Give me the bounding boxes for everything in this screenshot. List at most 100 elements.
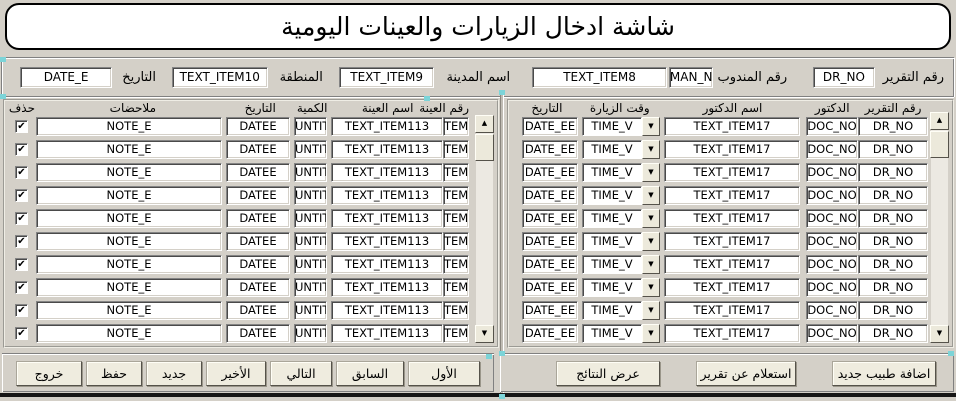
visit-doctor-name-field[interactable]: TEXT_ITEM17 <box>664 116 800 136</box>
dropdown-arrow-icon[interactable]: ▼ <box>642 254 660 274</box>
scroll-down-icon[interactable]: ▼ <box>475 325 494 343</box>
delete-checkbox[interactable]: ✔ <box>15 142 28 156</box>
dropdown-arrow-icon[interactable]: ▼ <box>642 231 660 251</box>
dropdown-arrow-icon[interactable]: ▼ <box>642 162 660 182</box>
sample-date-field[interactable]: DATEE <box>226 323 290 343</box>
dropdown-arrow-icon[interactable]: ▼ <box>642 185 660 205</box>
visit-time-combobox[interactable]: TIME_V ▼ <box>582 208 660 228</box>
sample-notes-field[interactable]: NOTE_E <box>36 208 222 228</box>
dropdown-arrow-icon[interactable]: ▼ <box>642 323 660 343</box>
visit-doctor-name-field[interactable]: TEXT_ITEM17 <box>664 185 800 205</box>
add-doctor-button[interactable]: اضافة طبيب جديد <box>832 360 936 386</box>
exit-button[interactable]: خروج <box>16 360 82 386</box>
visit-time-combobox[interactable]: TIME_V ▼ <box>582 139 660 159</box>
visit-date-field[interactable]: DATE_EE <box>522 185 578 205</box>
sample-item-name-field[interactable]: TEXT_ITEM113 <box>331 323 443 343</box>
next-record-button[interactable]: التالي <box>270 360 332 386</box>
dropdown-arrow-icon[interactable]: ▼ <box>642 208 660 228</box>
scroll-up-icon[interactable]: ▲ <box>930 112 949 130</box>
visit-doctor-no-field[interactable]: DOC_NO <box>806 116 858 136</box>
region-field[interactable]: TEXT_ITEM10 <box>171 67 268 88</box>
visit-doctor-name-field[interactable]: TEXT_ITEM17 <box>664 162 800 182</box>
sample-notes-field[interactable]: NOTE_E <box>36 116 222 136</box>
visit-report-no-field[interactable]: DR_NO <box>858 162 928 182</box>
scroll-down-icon[interactable]: ▼ <box>930 325 949 343</box>
visit-time-combobox[interactable]: TIME_V ▼ <box>582 254 660 274</box>
visit-time-value[interactable]: TIME_V <box>582 300 642 320</box>
sample-item-no-field[interactable]: TEM_NO <box>443 254 469 274</box>
sample-item-no-field[interactable]: TEM_NO <box>443 208 469 228</box>
visit-doctor-no-field[interactable]: DOC_NO <box>806 300 858 320</box>
delete-checkbox[interactable]: ✔ <box>15 119 28 133</box>
visit-report-no-field[interactable]: DR_NO <box>858 208 928 228</box>
delete-checkbox[interactable]: ✔ <box>15 211 28 225</box>
visit-date-field[interactable]: DATE_EE <box>522 116 578 136</box>
sample-qty-field[interactable]: UNTIT <box>294 185 327 205</box>
report-no-field[interactable]: DR_NO <box>813 67 875 88</box>
visit-date-field[interactable]: DATE_EE <box>522 254 578 274</box>
delete-checkbox[interactable]: ✔ <box>15 188 28 202</box>
visit-date-field[interactable]: DATE_EE <box>522 277 578 297</box>
dropdown-arrow-icon[interactable]: ▼ <box>642 300 660 320</box>
sample-item-no-field[interactable]: TEM_NO <box>443 231 469 251</box>
visit-doctor-no-field[interactable]: DOC_NO <box>806 231 858 251</box>
query-report-button[interactable]: استعلام عن تقرير <box>696 360 796 386</box>
first-record-button[interactable]: الأول <box>408 360 480 386</box>
visit-doctor-no-field[interactable]: DOC_NO <box>806 208 858 228</box>
visit-report-no-field[interactable]: DR_NO <box>858 231 928 251</box>
visit-date-field[interactable]: DATE_EE <box>522 231 578 251</box>
sample-notes-field[interactable]: NOTE_E <box>36 254 222 274</box>
visit-time-value[interactable]: TIME_V <box>582 323 642 343</box>
visit-doctor-no-field[interactable]: DOC_NO <box>806 323 858 343</box>
sample-date-field[interactable]: DATEE <box>226 185 290 205</box>
sample-item-name-field[interactable]: TEXT_ITEM113 <box>331 208 443 228</box>
rep-name-field[interactable]: TEXT_ITEM8 <box>532 67 667 88</box>
visit-date-field[interactable]: DATE_EE <box>522 139 578 159</box>
sample-qty-field[interactable]: UNTIT <box>294 116 327 136</box>
visit-report-no-field[interactable]: DR_NO <box>858 116 928 136</box>
visit-time-value[interactable]: TIME_V <box>582 231 642 251</box>
save-button[interactable]: حفظ <box>86 360 142 386</box>
dropdown-arrow-icon[interactable]: ▼ <box>642 116 660 136</box>
visit-doctor-name-field[interactable]: TEXT_ITEM17 <box>664 231 800 251</box>
sample-notes-field[interactable]: NOTE_E <box>36 300 222 320</box>
visit-doctor-name-field[interactable]: TEXT_ITEM17 <box>664 300 800 320</box>
visits-scrollbar-thumb[interactable] <box>930 131 949 158</box>
sample-date-field[interactable]: DATEE <box>226 116 290 136</box>
sample-qty-field[interactable]: UNTIT <box>294 162 327 182</box>
visit-time-value[interactable]: TIME_V <box>582 185 642 205</box>
visit-date-field[interactable]: DATE_EE <box>522 208 578 228</box>
visit-time-combobox[interactable]: TIME_V ▼ <box>582 277 660 297</box>
visit-time-value[interactable]: TIME_V <box>582 116 642 136</box>
visit-report-no-field[interactable]: DR_NO <box>858 277 928 297</box>
sample-notes-field[interactable]: NOTE_E <box>36 231 222 251</box>
visit-time-value[interactable]: TIME_V <box>582 162 642 182</box>
sample-item-name-field[interactable]: TEXT_ITEM113 <box>331 300 443 320</box>
sample-date-field[interactable]: DATEE <box>226 231 290 251</box>
visit-date-field[interactable]: DATE_EE <box>522 162 578 182</box>
sample-date-field[interactable]: DATEE <box>226 254 290 274</box>
visit-doctor-no-field[interactable]: DOC_NO <box>806 139 858 159</box>
sample-qty-field[interactable]: UNTIT <box>294 300 327 320</box>
visit-time-combobox[interactable]: TIME_V ▼ <box>582 185 660 205</box>
visit-date-field[interactable]: DATE_EE <box>522 300 578 320</box>
sample-notes-field[interactable]: NOTE_E <box>36 185 222 205</box>
visit-time-combobox[interactable]: TIME_V ▼ <box>582 162 660 182</box>
visits-scrollbar[interactable]: ▲ ▼ <box>930 112 949 343</box>
visit-date-field[interactable]: DATE_EE <box>522 323 578 343</box>
dropdown-arrow-icon[interactable]: ▼ <box>642 277 660 297</box>
header-date-field[interactable]: DATE_E <box>19 67 113 88</box>
visit-report-no-field[interactable]: DR_NO <box>858 300 928 320</box>
sample-item-no-field[interactable]: TEM_NO <box>443 116 469 136</box>
sample-item-no-field[interactable]: TEM_NO <box>443 277 469 297</box>
rep-no-field[interactable]: MAN_NO <box>668 67 714 88</box>
delete-checkbox[interactable]: ✔ <box>15 234 28 248</box>
sample-notes-field[interactable]: NOTE_E <box>36 139 222 159</box>
visit-doctor-name-field[interactable]: TEXT_ITEM17 <box>664 208 800 228</box>
sample-item-no-field[interactable]: TEM_NO <box>443 185 469 205</box>
sample-qty-field[interactable]: UNTIT <box>294 254 327 274</box>
sample-item-name-field[interactable]: TEXT_ITEM113 <box>331 231 443 251</box>
visit-report-no-field[interactable]: DR_NO <box>858 323 928 343</box>
sample-date-field[interactable]: DATEE <box>226 277 290 297</box>
delete-checkbox[interactable]: ✔ <box>15 165 28 179</box>
